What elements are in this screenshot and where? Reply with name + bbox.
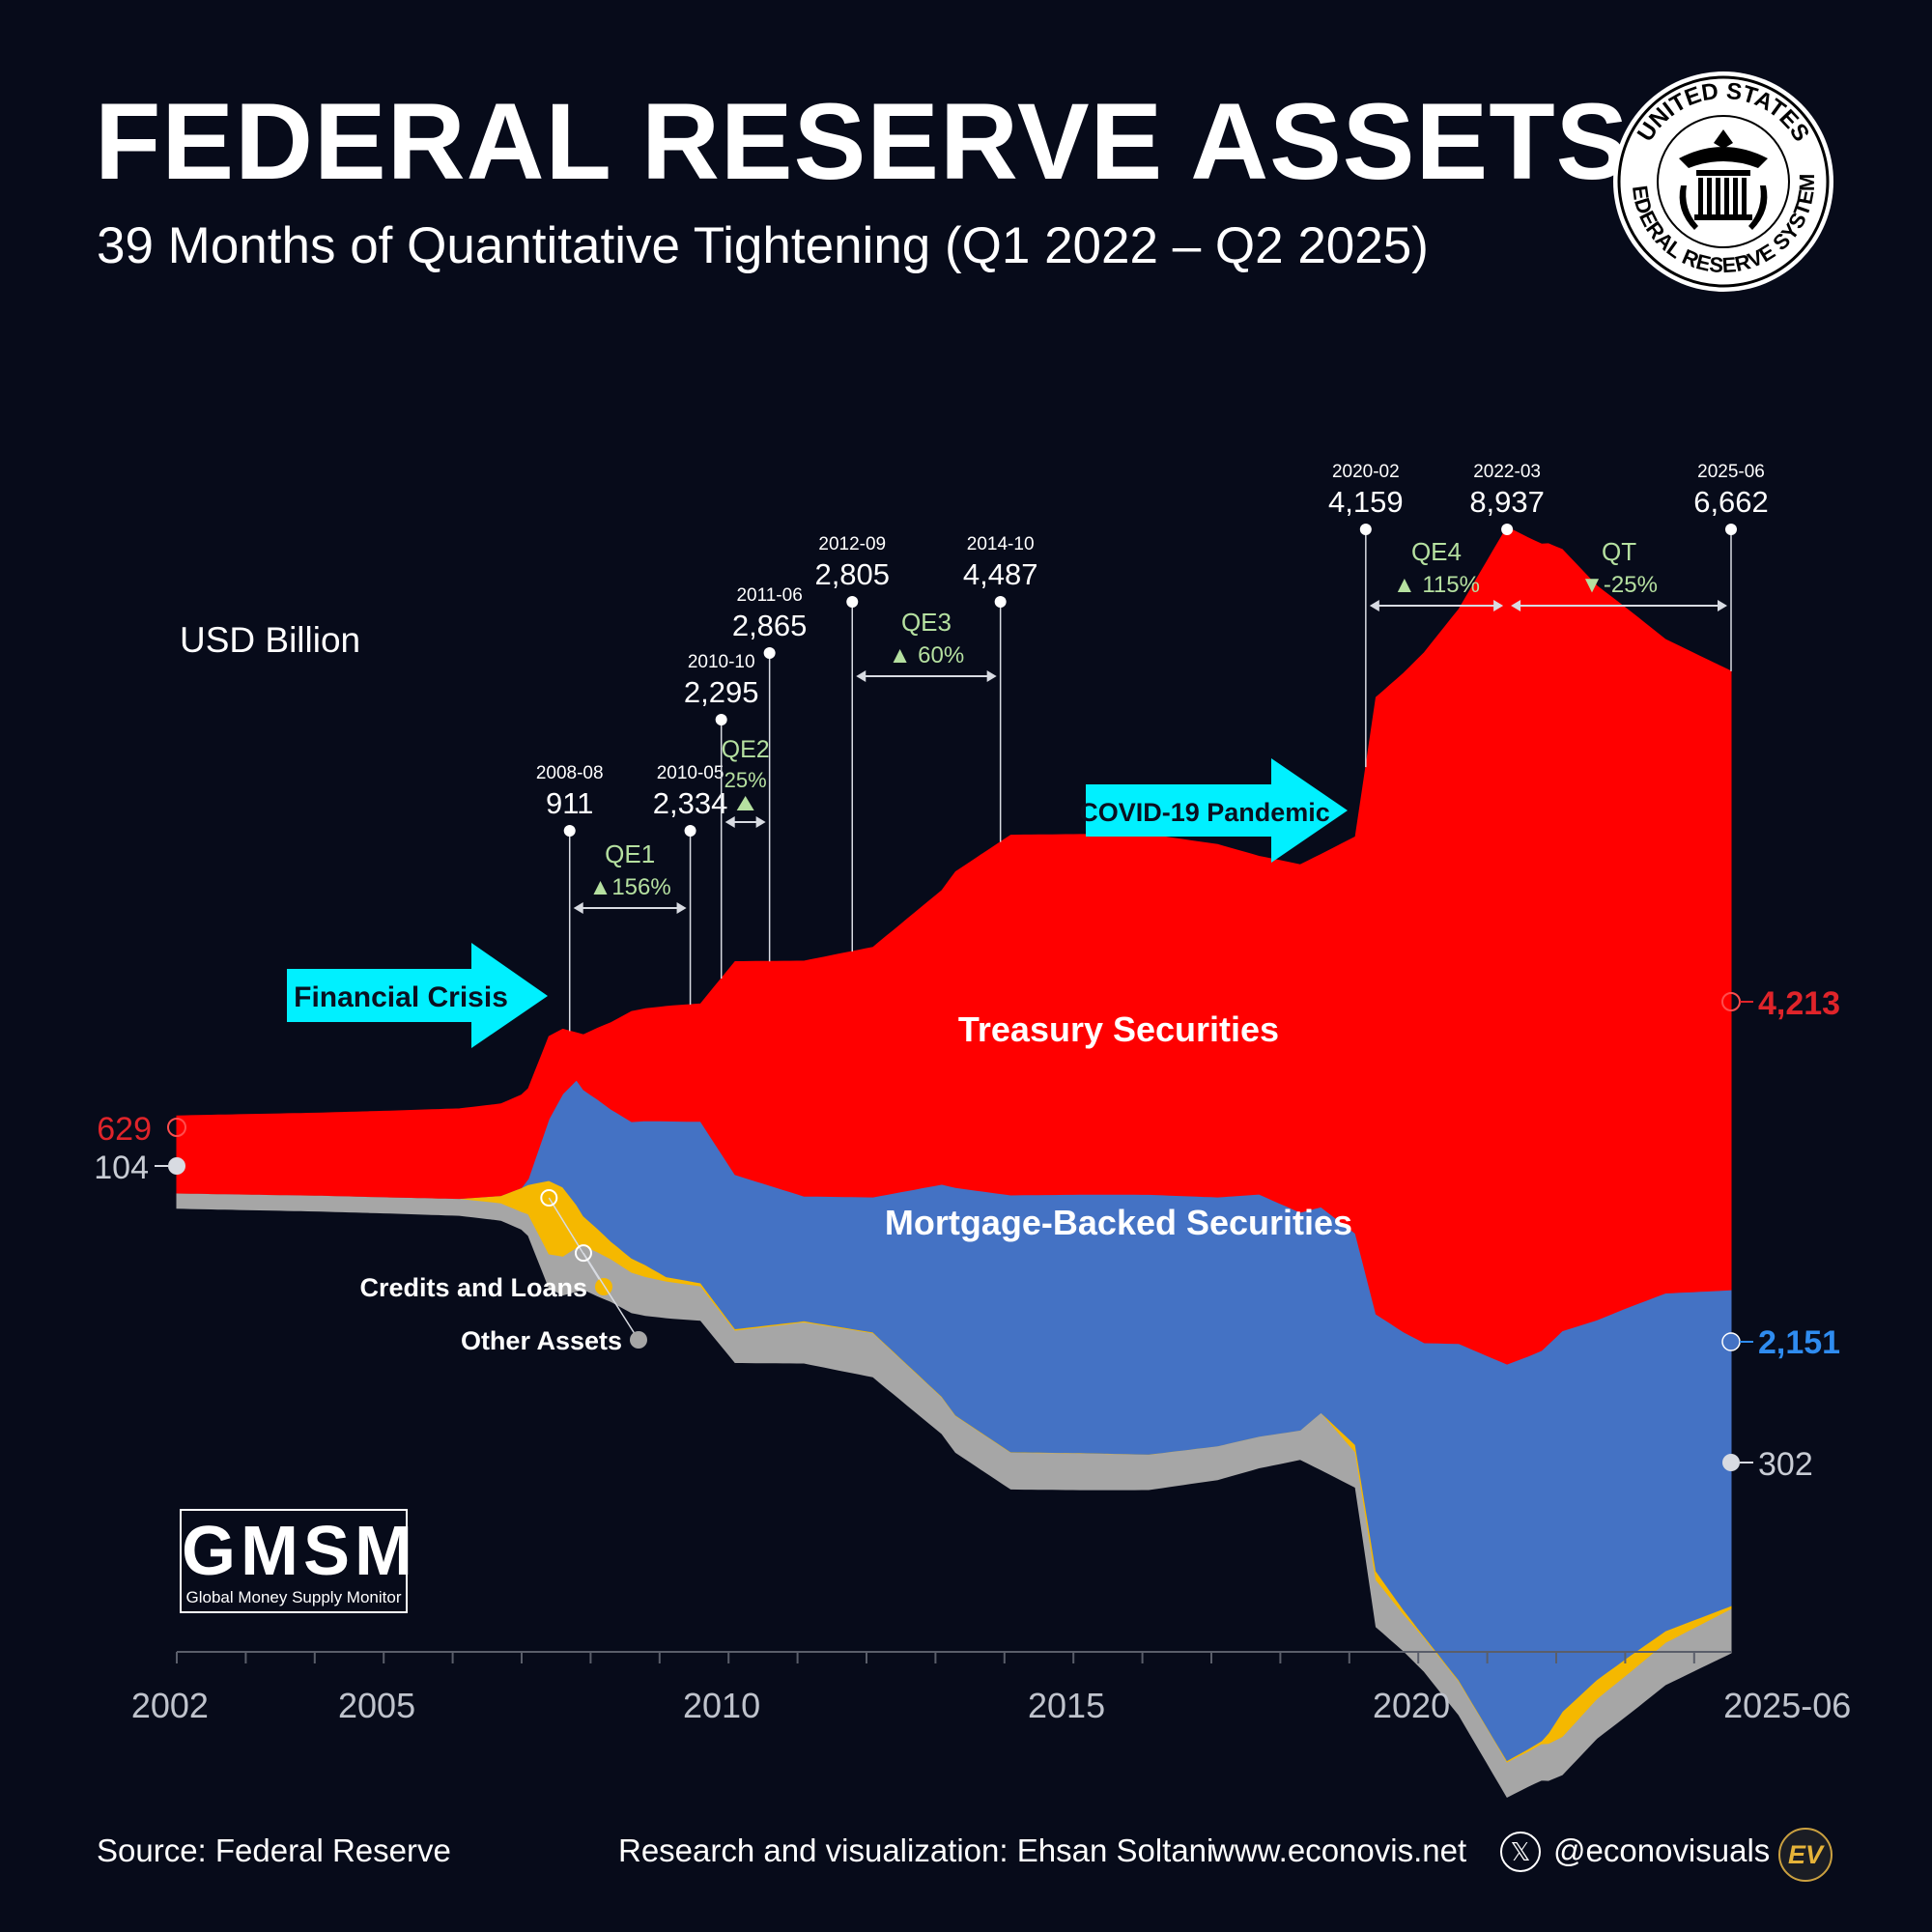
series-label-credits: Credits and Loans bbox=[359, 1273, 587, 1302]
end-other-value: 302 bbox=[1758, 1446, 1813, 1483]
social-handle-link[interactable]: @econovisuals bbox=[1553, 1833, 1771, 1868]
period-name-qe4: QE4 bbox=[1411, 537, 1462, 566]
milestone-date-2025-06: 2025-06 bbox=[1697, 462, 1765, 482]
other-legend-dot bbox=[630, 1331, 647, 1349]
gmsm-logo-subtext: Global Money Supply Monitor bbox=[185, 1588, 402, 1606]
milestone-value-2014-10: 4,487 bbox=[963, 557, 1038, 591]
milestone-dot-2014-10 bbox=[994, 596, 1007, 608]
x-tick-label-2010: 2010 bbox=[683, 1686, 760, 1725]
period-arrow-right-qe4 bbox=[1493, 600, 1504, 611]
end-treasury-value: 4,213 bbox=[1758, 985, 1840, 1022]
milestone-value-2011-06: 2,865 bbox=[732, 609, 808, 642]
period-name-qe2: QE2 bbox=[722, 736, 770, 763]
start-other-dot bbox=[168, 1157, 185, 1175]
milestone-date-2011-06: 2011-06 bbox=[736, 585, 802, 606]
start-other-value: 104 bbox=[94, 1150, 149, 1186]
milestone-value-2010-10: 2,295 bbox=[684, 675, 759, 709]
financial-crisis-arrow-icon bbox=[287, 943, 548, 1048]
x-logo-icon: 𝕏 bbox=[1500, 1832, 1541, 1872]
period-name-qt: QT bbox=[1602, 537, 1636, 566]
period-change-qe1: ▲156% bbox=[589, 874, 671, 900]
event-label-financial-crisis: Financial Crisis bbox=[294, 981, 508, 1013]
series-label-treasury: Treasury Securities bbox=[958, 1009, 1279, 1049]
milestone-value-2020-02: 4,159 bbox=[1328, 485, 1404, 519]
period-name-qe1: QE1 bbox=[605, 839, 655, 868]
start-total-dot bbox=[167, 1118, 186, 1137]
x-tick-label-2015: 2015 bbox=[1028, 1686, 1105, 1725]
source-note: Source: Federal Reserve bbox=[97, 1833, 451, 1868]
milestone-value-2025-06: 6,662 bbox=[1693, 485, 1769, 519]
milestone-dot-2020-02 bbox=[1359, 524, 1372, 535]
milestone-dot-2010-05 bbox=[684, 825, 696, 837]
x-tick-label-2002: 2002 bbox=[131, 1686, 209, 1725]
milestone-dot-2011-06 bbox=[763, 647, 776, 659]
period-change-qt: ▼-25% bbox=[1580, 572, 1658, 598]
period-arrow-left-qe2 bbox=[724, 816, 735, 828]
website-link[interactable]: www.econovis.net bbox=[1211, 1833, 1467, 1868]
milestone-date-2020-02: 2020-02 bbox=[1332, 462, 1400, 482]
area-treasury-securities bbox=[176, 526, 1732, 1365]
milestone-date-2014-10: 2014-10 bbox=[967, 534, 1035, 554]
gmsm-logo-text: GMSM bbox=[182, 1513, 417, 1590]
milestone-value-2012-09: 2,805 bbox=[814, 557, 890, 591]
credit-note: Research and visualization: Ehsan Soltan… bbox=[618, 1833, 1214, 1868]
milestone-dot-2010-10 bbox=[715, 714, 727, 725]
period-arrow-left-qe3 bbox=[856, 670, 867, 682]
credits-legend-dot bbox=[595, 1278, 612, 1295]
other-origin-dot bbox=[574, 1244, 592, 1263]
x-tick-label-2005: 2005 bbox=[338, 1686, 415, 1725]
gmsm-logo: GMSM Global Money Supply Monitor bbox=[180, 1509, 417, 1613]
period-arrow-left-qe1 bbox=[573, 902, 583, 914]
milestone-dot-2022-03 bbox=[1501, 524, 1514, 535]
federal-reserve-seal-icon: UNITED STATES FEDERAL RESERVE SYSTEM bbox=[1611, 70, 1833, 292]
period-name-qe3: QE3 bbox=[901, 608, 952, 637]
series-label-mbs: Mortgage-Backed Securities bbox=[885, 1203, 1352, 1242]
period-arrow-right-qe1 bbox=[676, 902, 687, 914]
event-label-covid: COVID-19 Pandemic bbox=[1079, 798, 1330, 827]
period-arrow-right-qt bbox=[1718, 600, 1727, 611]
period-arrow-left-qt bbox=[1511, 600, 1521, 611]
milestone-dot-2012-09 bbox=[846, 596, 859, 608]
x-tick-label-2020: 2020 bbox=[1373, 1686, 1450, 1725]
end-other-dot bbox=[1722, 1454, 1740, 1471]
milestone-dot-2008-08 bbox=[563, 825, 576, 837]
other-leader-line bbox=[582, 1252, 639, 1341]
x-tick-label-2025-06: 2025-06 bbox=[1723, 1686, 1851, 1725]
milestone-date-2010-10: 2010-10 bbox=[688, 652, 755, 672]
period-arrow-left-qe4 bbox=[1369, 600, 1379, 611]
chart-title: FEDERAL RESERVE ASSETS bbox=[95, 81, 1630, 202]
milestone-date-2012-09: 2012-09 bbox=[818, 534, 886, 554]
series-label-other: Other Assets bbox=[461, 1326, 622, 1355]
covid-pandemic-arrow-icon bbox=[1086, 758, 1348, 863]
period-change-qe3: ▲ 60% bbox=[889, 642, 964, 668]
period-arrow-right-qe2 bbox=[755, 816, 766, 828]
period-change-qe4: ▲ 115% bbox=[1393, 572, 1480, 598]
credits-origin-dot bbox=[540, 1189, 558, 1207]
milestone-value-2010-05: 2,334 bbox=[653, 786, 728, 820]
milestone-value-2008-08: 911 bbox=[546, 786, 593, 820]
milestone-date-2022-03: 2022-03 bbox=[1473, 462, 1541, 482]
milestone-value-2022-03: 8,937 bbox=[1469, 485, 1545, 519]
milestone-date-2010-05: 2010-05 bbox=[657, 763, 724, 783]
period-arrow-right-qe3 bbox=[986, 670, 997, 682]
milestone-dot-2025-06 bbox=[1725, 524, 1737, 535]
end-mbs-dot bbox=[1721, 1332, 1741, 1351]
econovis-logo-icon: EV bbox=[1778, 1828, 1833, 1882]
start-total-value: 629 bbox=[97, 1111, 152, 1148]
period-up-triangle-qe2 bbox=[736, 796, 754, 810]
unit-label: USD Billion bbox=[180, 620, 361, 660]
end-mbs-value: 2,151 bbox=[1758, 1324, 1840, 1361]
chart-subtitle: 39 Months of Quantitative Tightening (Q1… bbox=[97, 217, 1429, 274]
period-change-qe2: 25% bbox=[724, 768, 767, 792]
milestone-date-2008-08: 2008-08 bbox=[536, 763, 604, 783]
